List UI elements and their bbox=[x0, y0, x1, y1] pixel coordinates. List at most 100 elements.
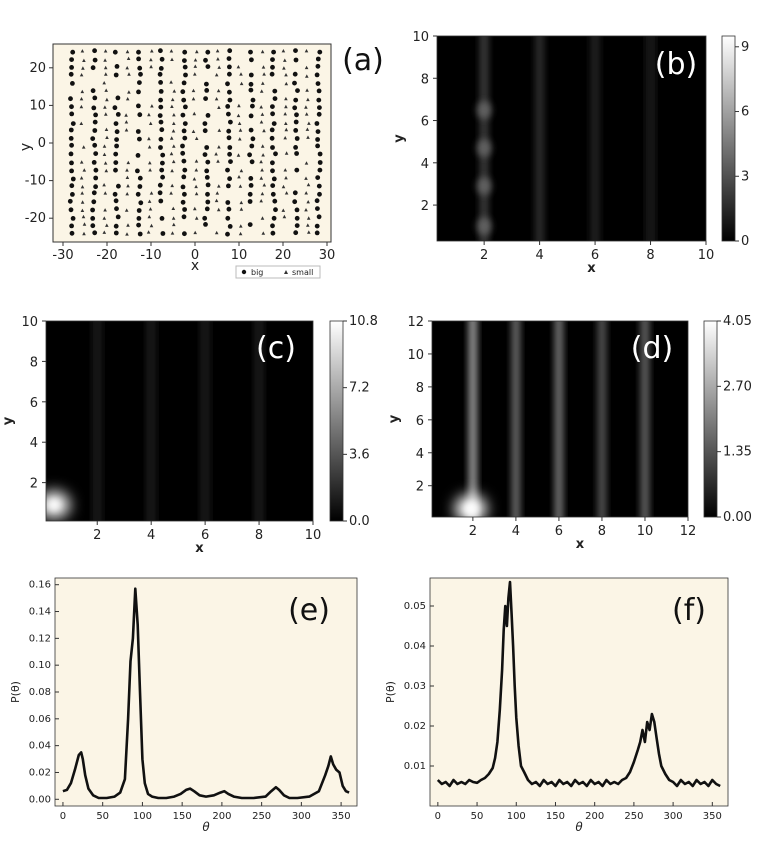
x-tick-label: 10 bbox=[231, 248, 248, 263]
point-big bbox=[205, 182, 211, 188]
panel-label: (b) bbox=[655, 47, 697, 82]
y-tick-label: 4 bbox=[416, 447, 424, 462]
bright-core bbox=[49, 499, 60, 510]
y-tick-label: 2 bbox=[421, 199, 429, 214]
point-big bbox=[226, 135, 232, 141]
point-small bbox=[238, 231, 243, 236]
point-small bbox=[262, 128, 266, 133]
point-small bbox=[261, 81, 265, 85]
point-big bbox=[271, 176, 277, 182]
point-small bbox=[124, 208, 129, 212]
point-small bbox=[171, 159, 176, 164]
plot-area bbox=[52, 43, 332, 243]
point-big bbox=[204, 206, 210, 212]
point-small bbox=[147, 214, 152, 219]
heatmap-area bbox=[46, 321, 313, 521]
point-big bbox=[136, 103, 141, 109]
point-big bbox=[180, 199, 186, 205]
point-big bbox=[249, 143, 255, 149]
point-big bbox=[203, 96, 209, 101]
point-big bbox=[270, 168, 275, 174]
point-small bbox=[104, 168, 109, 173]
point-small bbox=[283, 58, 287, 62]
point-big bbox=[157, 190, 163, 196]
point-big bbox=[112, 105, 118, 111]
point-big bbox=[183, 72, 188, 78]
point-big bbox=[69, 183, 75, 189]
point-small bbox=[125, 175, 130, 179]
point-big bbox=[158, 145, 163, 150]
point-small bbox=[150, 49, 154, 53]
point-small bbox=[172, 89, 177, 93]
point-small bbox=[217, 65, 221, 69]
point-small bbox=[217, 184, 221, 188]
point-small bbox=[214, 198, 219, 203]
point-big bbox=[136, 89, 141, 95]
point-big bbox=[315, 81, 321, 86]
point-big bbox=[159, 56, 165, 62]
point-big bbox=[317, 105, 322, 110]
point-big bbox=[160, 174, 166, 180]
series-line bbox=[436, 580, 721, 788]
point-small bbox=[105, 97, 109, 102]
point-small bbox=[261, 65, 266, 69]
point-big bbox=[115, 95, 121, 101]
point-small bbox=[103, 191, 108, 195]
point-big bbox=[158, 119, 164, 125]
point-small bbox=[238, 128, 243, 132]
point-big bbox=[225, 215, 231, 221]
point-small bbox=[170, 231, 175, 235]
y-tick-label: 0.05 bbox=[404, 601, 426, 612]
point-big bbox=[90, 136, 96, 142]
point-small bbox=[171, 206, 176, 210]
point-small bbox=[237, 103, 241, 108]
x-axis-label: θ bbox=[575, 820, 583, 834]
y-tick-label: 8 bbox=[416, 381, 424, 396]
point-big bbox=[227, 145, 233, 150]
point-small bbox=[103, 161, 108, 165]
point-big bbox=[248, 183, 254, 188]
point-small bbox=[306, 200, 310, 204]
y-tick-label: -10 bbox=[25, 174, 46, 189]
x-axis-label: x bbox=[576, 537, 585, 552]
point-big bbox=[317, 49, 323, 55]
point-small bbox=[148, 161, 152, 165]
point-small bbox=[147, 199, 152, 203]
x-tick-label: 2 bbox=[469, 524, 477, 539]
point-small bbox=[146, 230, 151, 234]
point-big bbox=[250, 103, 255, 109]
point-big bbox=[228, 159, 233, 165]
point-big bbox=[113, 198, 119, 204]
x-tick-label: -20 bbox=[96, 248, 117, 263]
point-small bbox=[171, 129, 176, 133]
point-small bbox=[104, 72, 108, 76]
colorbar-tick-label: 3.6 bbox=[349, 447, 370, 462]
point-small bbox=[304, 208, 308, 212]
series-line bbox=[62, 587, 350, 800]
point-small bbox=[216, 57, 220, 61]
point-big bbox=[249, 57, 254, 63]
point-big bbox=[249, 159, 255, 165]
point-big bbox=[292, 80, 297, 86]
point-small bbox=[125, 49, 130, 54]
point-small bbox=[261, 231, 266, 235]
legend-box bbox=[235, 265, 321, 279]
point-big bbox=[69, 230, 75, 236]
point-big bbox=[180, 89, 186, 95]
point-big bbox=[182, 135, 188, 141]
point-big bbox=[136, 49, 141, 55]
point-big bbox=[91, 105, 97, 111]
point-big bbox=[159, 216, 165, 221]
point-big bbox=[181, 97, 187, 103]
point-small bbox=[105, 223, 109, 227]
point-big bbox=[293, 97, 299, 103]
x-axis-label: x bbox=[587, 261, 596, 276]
x-tick-label: 300 bbox=[664, 811, 683, 822]
point-big bbox=[248, 49, 253, 55]
point-big bbox=[115, 112, 121, 117]
point-big bbox=[182, 231, 187, 237]
point-big bbox=[70, 49, 76, 55]
point-big bbox=[136, 56, 142, 62]
point-big bbox=[294, 136, 300, 141]
point-small bbox=[148, 121, 153, 125]
